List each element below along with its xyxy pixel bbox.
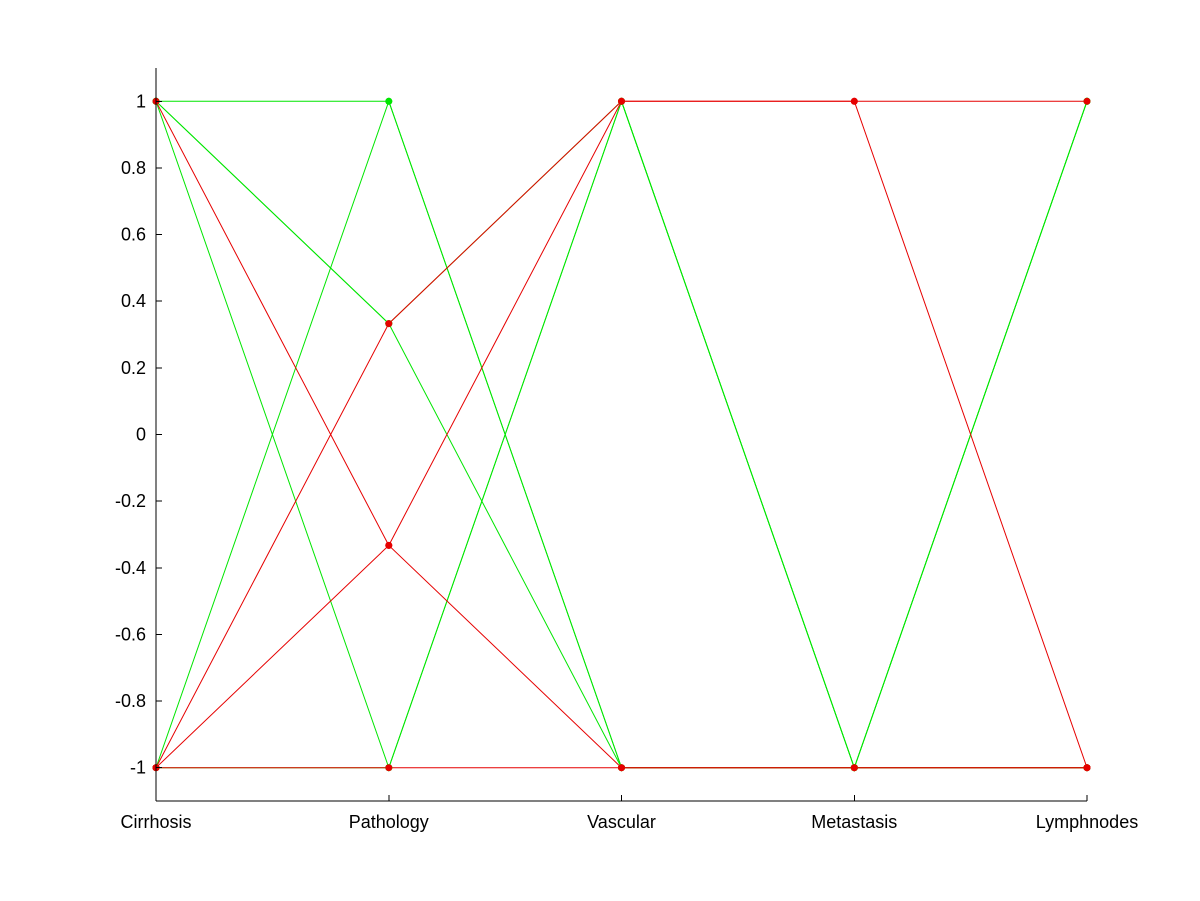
series-line-1	[155, 100, 1088, 770]
x-tick-label-pathology: Pathology	[349, 812, 429, 832]
y-tick-label: -1	[130, 758, 146, 778]
series-line-4	[155, 99, 1087, 769]
data-point-8-1	[385, 541, 393, 549]
x-tick-label-lymphnodes: Lymphnodes	[1036, 812, 1138, 832]
data-point-9-3	[850, 764, 858, 772]
y-tick-label: -0.2	[115, 491, 146, 511]
x-tick-label-cirrhosis: Cirrhosis	[120, 812, 191, 832]
y-tick-label: -0.6	[115, 624, 146, 644]
data-point-4-1	[385, 97, 393, 105]
axes-layer	[155, 68, 1088, 802]
series-line-7	[155, 100, 1088, 768]
series-line-3	[155, 99, 1088, 770]
series-line-6	[155, 100, 1087, 547]
data-point-9-2	[618, 764, 625, 772]
series-line-8	[155, 544, 1087, 769]
y-tick-label: 0.2	[121, 358, 146, 378]
y-tick-label: -0.8	[115, 691, 146, 711]
x-tick-label-metastasis: Metastasis	[811, 812, 897, 832]
data-point-9-1	[385, 764, 393, 772]
series-line-0	[156, 100, 1087, 769]
y-tick-label: 1	[136, 91, 146, 111]
series-line-5	[156, 99, 1088, 770]
y-tick-label: 0	[136, 425, 146, 445]
data-point-6-4	[1083, 97, 1091, 105]
series-line-2	[155, 100, 1087, 769]
data-point-7-1	[385, 320, 393, 328]
y-tick-label: 0.8	[121, 158, 146, 178]
x-tick-label-vascular: Vascular	[587, 812, 656, 832]
y-tick-label: 0.6	[121, 225, 146, 245]
data-point-9-4	[1083, 764, 1091, 772]
series-layer	[152, 97, 1091, 772]
y-tick-label: 0.4	[121, 291, 146, 311]
data-point-7-2	[618, 97, 625, 105]
labels-layer: 1 0.8 0.6 0.4 0.2 0 -0.2 -0.4 -0.6 -0.8 -1 Cirrhosi…	[115, 91, 1138, 832]
y-tick-label: -0.4	[115, 558, 146, 578]
data-point-7-3	[850, 97, 858, 105]
